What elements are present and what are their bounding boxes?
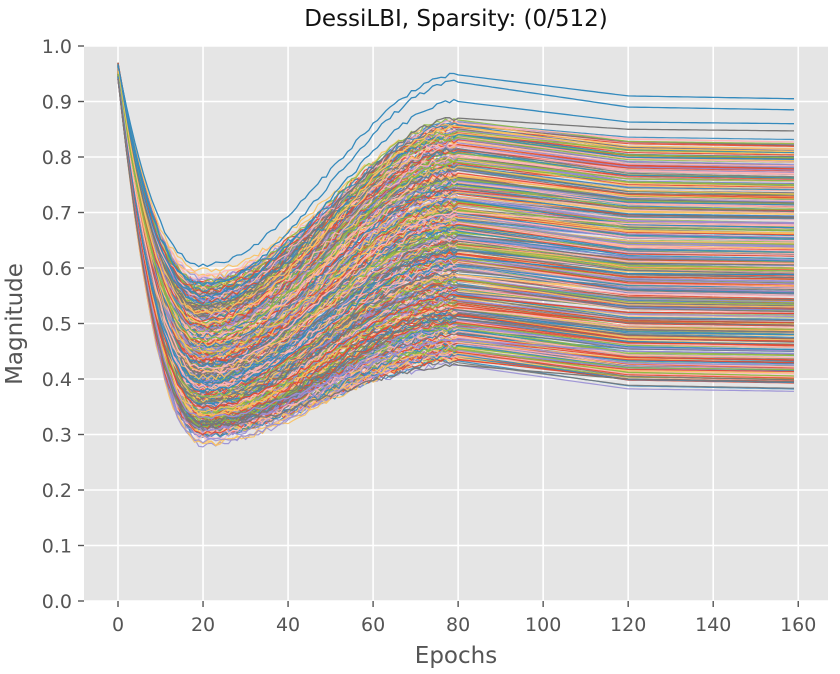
series-line xyxy=(117,71,795,440)
y-tick-label: 1.0 xyxy=(42,36,72,58)
series-line xyxy=(117,63,795,426)
series-line xyxy=(117,70,794,327)
y-axis-label: Magnitude xyxy=(2,263,28,385)
y-tick-label: 0.5 xyxy=(42,314,72,336)
y-tick-label: 0.7 xyxy=(42,203,72,225)
series-line xyxy=(117,66,795,436)
x-tick-label: 100 xyxy=(525,614,561,636)
x-tick-label: 40 xyxy=(276,614,300,636)
series-line xyxy=(117,70,794,287)
x-tick-label: 0 xyxy=(112,614,124,636)
series-line xyxy=(117,76,795,393)
x-tick-label: 20 xyxy=(191,614,215,636)
y-tick-label: 0.0 xyxy=(42,591,72,613)
series-line xyxy=(117,72,795,299)
series-line xyxy=(117,70,795,327)
series-line xyxy=(117,66,794,403)
x-tick-label: 160 xyxy=(780,614,816,636)
series-line xyxy=(117,71,794,432)
y-tick-label: 0.2 xyxy=(42,480,72,502)
series-line xyxy=(117,68,795,305)
series-line xyxy=(117,73,795,343)
y-tick-label: 0.3 xyxy=(42,425,72,447)
series-line xyxy=(117,76,794,369)
y-tick-label: 0.1 xyxy=(42,536,72,558)
series-line xyxy=(117,73,794,307)
series-line xyxy=(117,75,795,378)
series-line xyxy=(117,72,795,360)
series-line xyxy=(117,75,795,306)
series-line xyxy=(117,67,795,273)
series-line xyxy=(117,71,795,396)
chart-title: DessiLBI, Sparsity: (0/512) xyxy=(304,6,608,32)
series-line xyxy=(117,78,794,324)
x-tick-label: 80 xyxy=(446,614,470,636)
x-axis-label: Epochs xyxy=(415,643,497,669)
series-line xyxy=(117,78,795,319)
y-tick-labels: 0.0 0.1 0.2 0.3 0.4 0.5 0.6 0.7 0.8 0.9 1.0 xyxy=(42,36,84,613)
y-tick-label: 0.8 xyxy=(42,147,72,169)
y-tick-label: 0.9 xyxy=(42,92,72,114)
series-line xyxy=(117,79,795,420)
series-line xyxy=(117,76,795,282)
series-line xyxy=(117,72,794,396)
x-tick-label: 60 xyxy=(361,614,385,636)
x-tick-label: 140 xyxy=(695,614,731,636)
y-tick-label: 0.6 xyxy=(42,258,72,280)
series-line xyxy=(117,65,794,268)
series-lines xyxy=(117,62,795,448)
series-line xyxy=(117,78,795,289)
x-tick-label: 120 xyxy=(610,614,646,636)
series-line xyxy=(117,79,794,409)
series-line xyxy=(117,76,795,404)
x-tick-labels: 0 20 40 60 80 100 120 140 160 xyxy=(112,601,816,636)
series-line xyxy=(117,74,795,294)
series-line xyxy=(117,63,795,287)
y-tick-label: 0.4 xyxy=(42,369,72,391)
series-line xyxy=(117,68,795,284)
series-line xyxy=(117,72,795,322)
series-line xyxy=(117,73,794,298)
series-line xyxy=(117,79,795,428)
